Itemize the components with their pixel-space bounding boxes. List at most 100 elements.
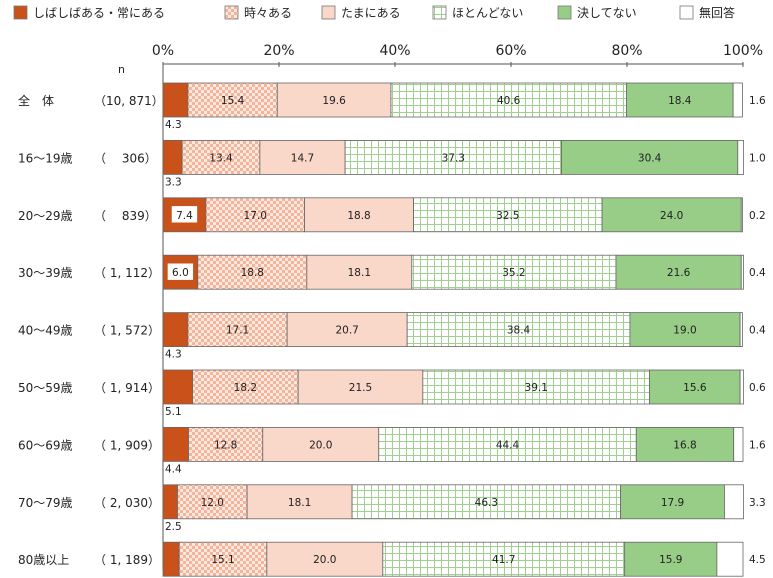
data-label: 38.4 [507, 325, 531, 337]
x-tick-label: 20% [263, 43, 294, 59]
row-n: （10, 871） [94, 94, 164, 108]
bar-segment [733, 426, 744, 462]
row-n: （ 2, 030） [94, 496, 160, 510]
legend-swatch [432, 5, 447, 20]
data-label: 20.0 [309, 439, 332, 451]
row-label: 40〜49歳 [18, 324, 73, 338]
bar-segment [724, 484, 744, 520]
data-label: 24.0 [660, 210, 683, 222]
bar-segment [187, 312, 288, 348]
bar-segment [259, 139, 346, 175]
bar-segment [740, 197, 743, 233]
legend-swatch [557, 5, 572, 20]
bar-segment [739, 369, 744, 405]
row-label: 50〜59歳 [18, 381, 73, 395]
bar-segment [286, 312, 408, 348]
x-tick-label: 40% [379, 43, 410, 59]
legend-swatch [679, 5, 694, 20]
data-label: 20.0 [313, 554, 336, 566]
data-label: 15.9 [659, 554, 682, 566]
bar-segment [197, 254, 308, 290]
bar-segment [406, 312, 631, 348]
legend-label: 無回答 [699, 5, 735, 20]
data-label: 18.2 [234, 382, 257, 394]
bar-segment [177, 484, 248, 520]
data-label: 1.0 [749, 152, 766, 164]
data-label: 13.4 [209, 152, 233, 164]
data-label: 15.1 [211, 554, 234, 566]
data-label: 12.0 [201, 497, 224, 509]
bar-segment [162, 369, 193, 405]
data-label: 21.6 [667, 267, 691, 279]
data-label: 30.4 [638, 152, 662, 164]
data-label: 0.2 [749, 210, 766, 222]
legend-label: しばしばある・常にある [33, 6, 165, 20]
bar-segment [266, 541, 384, 577]
data-label: 5.1 [165, 406, 182, 418]
n-header: n [118, 63, 125, 76]
bar-segment [181, 139, 261, 175]
data-label: 19.6 [322, 95, 346, 107]
data-label: 18.8 [347, 210, 370, 222]
bar-segment [162, 82, 189, 118]
bar-segment [422, 369, 651, 405]
bar-segment [649, 369, 741, 405]
data-label: 1.6 [749, 95, 766, 107]
bar-segment [411, 254, 617, 290]
legend: しばしばある・常にある 時々ある たまにある ほとんどない 決してない 無回答 [13, 5, 735, 20]
bar-segment [205, 197, 305, 233]
data-label: 18.1 [348, 267, 371, 279]
bar-segment [162, 426, 189, 462]
data-label: 15.6 [683, 382, 707, 394]
bar-segment [344, 139, 562, 175]
bar-segment [737, 139, 744, 175]
data-label: 39.1 [525, 382, 548, 394]
data-label: 4.3 [165, 349, 182, 361]
data-label: 17.9 [661, 497, 684, 509]
bar-segment [162, 484, 178, 520]
bar-segment [382, 541, 626, 577]
row-n: （ 839） [94, 209, 157, 223]
row-n: （ 306） [94, 151, 157, 165]
bar-segment [635, 426, 735, 462]
bar-segment [162, 139, 183, 175]
data-label: 6.0 [172, 267, 189, 279]
plot-area: 全 体（10, 871）4.315.4 19.6 40.6 18.4 1.616〜19歳… [18, 82, 766, 577]
row-label: 80歳以上 [18, 553, 69, 567]
row-n: （ 1, 112） [94, 266, 160, 280]
bar-segment [351, 484, 622, 520]
x-tick-label: 60% [495, 43, 526, 59]
data-label: 16.8 [673, 439, 696, 451]
bar-segment [716, 541, 744, 577]
bar-segment [297, 369, 424, 405]
row-n: （ 1, 914） [94, 381, 160, 395]
data-label: 0.4 [749, 325, 766, 337]
bar-segment [378, 426, 637, 462]
legend-label: 決してない [577, 6, 637, 20]
bar-segment [629, 312, 741, 348]
x-tick-label: 0% [152, 43, 174, 59]
bar-segment [276, 82, 392, 118]
bar-segment [178, 541, 268, 577]
data-label: 14.7 [291, 152, 314, 164]
bar-segment [306, 254, 413, 290]
data-label: 20.7 [335, 325, 358, 337]
data-label: 41.7 [492, 554, 515, 566]
row-label: 30〜39歳 [18, 266, 73, 280]
data-label: 19.0 [673, 325, 696, 337]
row-n: （ 1, 572） [94, 324, 160, 338]
legend-swatch [224, 5, 239, 20]
row-n: （ 1, 909） [94, 438, 160, 452]
bar-segment [740, 254, 744, 290]
data-label: 17.1 [226, 325, 249, 337]
data-label-box [167, 262, 194, 281]
data-label-box [171, 205, 198, 224]
data-label: 4.4 [165, 463, 182, 475]
bar-segment [262, 426, 380, 462]
data-label: 32.5 [496, 210, 519, 222]
legend-label: たまにある [341, 6, 401, 20]
data-label: 3.3 [165, 176, 182, 188]
bar-segment [615, 254, 742, 290]
bar-segment [162, 312, 189, 348]
row-label: 20〜29歳 [18, 209, 73, 223]
